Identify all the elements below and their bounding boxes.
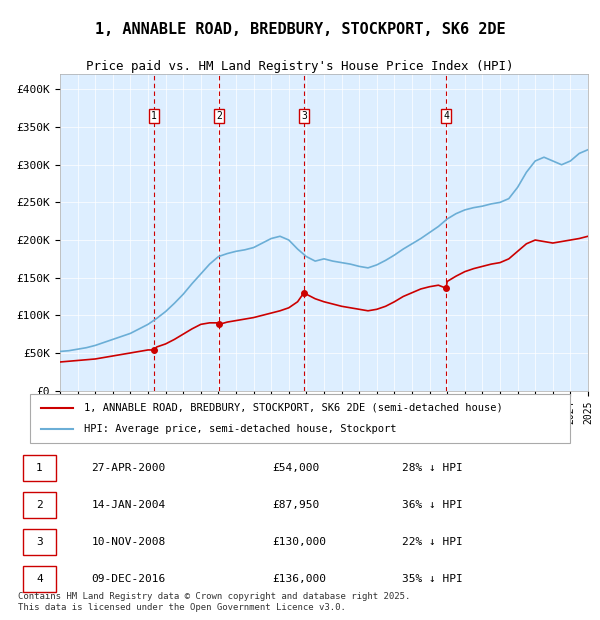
Text: 28% ↓ HPI: 28% ↓ HPI xyxy=(401,463,462,473)
Text: £87,950: £87,950 xyxy=(272,500,319,510)
FancyBboxPatch shape xyxy=(23,566,56,592)
Text: HPI: Average price, semi-detached house, Stockport: HPI: Average price, semi-detached house,… xyxy=(84,425,397,435)
Text: £130,000: £130,000 xyxy=(272,537,326,547)
FancyBboxPatch shape xyxy=(23,492,56,518)
Text: 4: 4 xyxy=(36,574,43,584)
Text: 2: 2 xyxy=(216,111,222,121)
Text: £54,000: £54,000 xyxy=(272,463,319,473)
Text: 1: 1 xyxy=(36,463,43,473)
Text: £136,000: £136,000 xyxy=(272,574,326,584)
Text: 10-NOV-2008: 10-NOV-2008 xyxy=(91,537,166,547)
Text: 2: 2 xyxy=(36,500,43,510)
Text: 36% ↓ HPI: 36% ↓ HPI xyxy=(401,500,462,510)
Text: 1, ANNABLE ROAD, BREDBURY, STOCKPORT, SK6 2DE (semi-detached house): 1, ANNABLE ROAD, BREDBURY, STOCKPORT, SK… xyxy=(84,402,503,412)
Text: 35% ↓ HPI: 35% ↓ HPI xyxy=(401,574,462,584)
Text: Price paid vs. HM Land Registry's House Price Index (HPI): Price paid vs. HM Land Registry's House … xyxy=(86,60,514,73)
FancyBboxPatch shape xyxy=(23,455,56,480)
Text: 22% ↓ HPI: 22% ↓ HPI xyxy=(401,537,462,547)
FancyBboxPatch shape xyxy=(23,529,56,555)
Text: 1, ANNABLE ROAD, BREDBURY, STOCKPORT, SK6 2DE: 1, ANNABLE ROAD, BREDBURY, STOCKPORT, SK… xyxy=(95,22,505,37)
Text: Contains HM Land Registry data © Crown copyright and database right 2025.
This d: Contains HM Land Registry data © Crown c… xyxy=(18,592,410,611)
Text: 14-JAN-2004: 14-JAN-2004 xyxy=(91,500,166,510)
Text: 1: 1 xyxy=(151,111,157,121)
Text: 09-DEC-2016: 09-DEC-2016 xyxy=(91,574,166,584)
Text: 3: 3 xyxy=(301,111,307,121)
Text: 27-APR-2000: 27-APR-2000 xyxy=(91,463,166,473)
Text: 3: 3 xyxy=(36,537,43,547)
Text: 4: 4 xyxy=(443,111,449,121)
FancyBboxPatch shape xyxy=(30,394,570,443)
